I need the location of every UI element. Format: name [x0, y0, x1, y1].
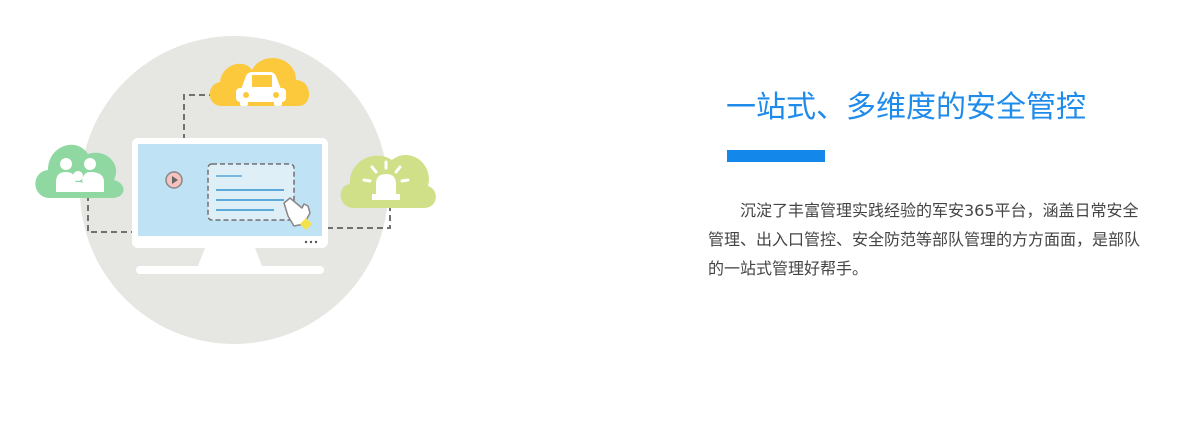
accent-bar	[727, 150, 825, 162]
connector-people	[87, 195, 136, 233]
screen-dialog	[207, 163, 295, 221]
play-icon	[165, 171, 183, 189]
headline: 一站式、多维度的安全管控	[726, 90, 1086, 125]
monitor-base	[136, 266, 324, 274]
connector-alarm	[326, 205, 391, 229]
hand-pointer-icon	[283, 197, 312, 230]
illustration-svg	[35, 36, 436, 344]
text-block: 一站式、多维度的安全管控 沉淀了丰富管理实践经验的军安365平台，涵盖日常安全管…	[708, 88, 1158, 299]
cloud-car	[209, 57, 310, 106]
illustration	[0, 0, 460, 441]
monitor-stand	[198, 248, 262, 266]
people-icon	[56, 158, 104, 192]
cloud-alarm	[340, 155, 436, 208]
car-icon	[236, 72, 286, 106]
cloud-people	[35, 144, 124, 198]
description: 沉淀了丰富管理实践经验的军安365平台，涵盖日常安全管理、出入口管控、安全防范等…	[708, 201, 1141, 278]
alarm-light-icon	[362, 160, 410, 200]
